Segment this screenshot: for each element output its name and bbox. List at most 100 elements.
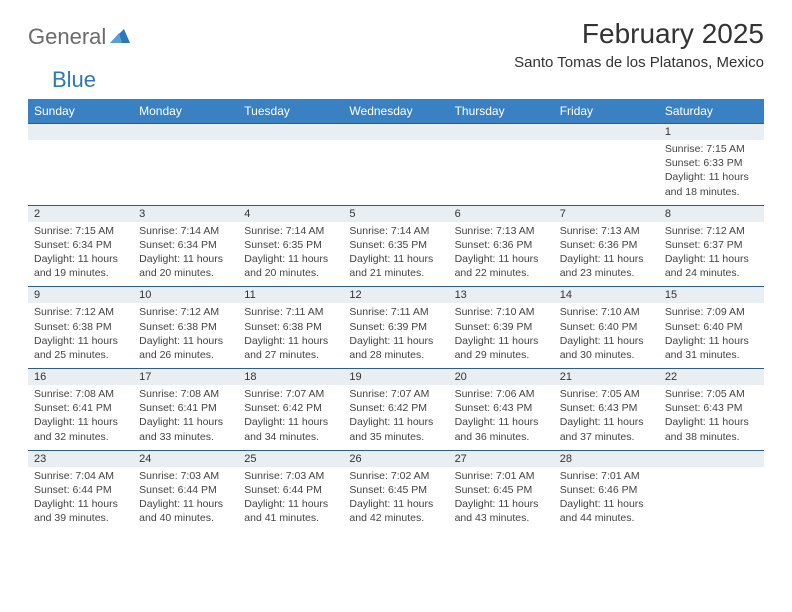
calendar-day-cell [28, 123, 133, 205]
sunrise-text: Sunrise: 7:05 AM [665, 387, 758, 401]
day-detail [659, 469, 764, 475]
day-detail: Sunrise: 7:03 AMSunset: 6:44 PMDaylight:… [238, 469, 343, 532]
day-number: 8 [659, 205, 764, 222]
daylight-text: Daylight: 11 hours and 39 minutes. [34, 497, 127, 525]
day-detail: Sunrise: 7:07 AMSunset: 6:42 PMDaylight:… [238, 387, 343, 450]
daylight-text: Daylight: 11 hours and 42 minutes. [349, 497, 442, 525]
daylight-text: Daylight: 11 hours and 22 minutes. [455, 252, 548, 280]
calendar-day-cell: 26Sunrise: 7:02 AMSunset: 6:45 PMDayligh… [343, 450, 448, 532]
day-number [449, 123, 554, 140]
day-detail: Sunrise: 7:07 AMSunset: 6:42 PMDaylight:… [343, 387, 448, 450]
daylight-text: Daylight: 11 hours and 40 minutes. [139, 497, 232, 525]
calendar-week-row: 9Sunrise: 7:12 AMSunset: 6:38 PMDaylight… [28, 286, 764, 368]
sunset-text: Sunset: 6:41 PM [34, 401, 127, 415]
day-number [28, 123, 133, 140]
calendar-day-cell: 13Sunrise: 7:10 AMSunset: 6:39 PMDayligh… [449, 286, 554, 368]
calendar-day-cell: 5 Sunrise: 7:14 AMSunset: 6:35 PMDaylight… [343, 205, 448, 287]
day-detail [343, 142, 448, 148]
sunset-text: Sunset: 6:37 PM [665, 238, 758, 252]
calendar-week-row: 1Sunrise: 7:15 AMSunset: 6:33 PMDaylight… [28, 123, 764, 205]
calendar-day-cell: 11Sunrise: 7:11 AMSunset: 6:38 PMDayligh… [238, 286, 343, 368]
sunset-text: Sunset: 6:34 PM [34, 238, 127, 252]
calendar-week-row: 2 Sunrise: 7:15 AMSunset: 6:34 PMDaylight… [28, 205, 764, 287]
day-number [554, 123, 659, 140]
calendar-day-cell: 22Sunrise: 7:05 AMSunset: 6:43 PMDayligh… [659, 368, 764, 450]
brand-word-general: General [28, 24, 106, 50]
daylight-text: Daylight: 11 hours and 28 minutes. [349, 334, 442, 362]
sunset-text: Sunset: 6:36 PM [455, 238, 548, 252]
sunset-text: Sunset: 6:42 PM [349, 401, 442, 415]
sunrise-text: Sunrise: 7:12 AM [139, 305, 232, 319]
sunrise-text: Sunrise: 7:10 AM [560, 305, 653, 319]
day-detail: Sunrise: 7:15 AMSunset: 6:34 PMDaylight:… [28, 224, 133, 287]
day-number: 12 [343, 286, 448, 303]
day-detail: Sunrise: 7:11 AMSunset: 6:39 PMDaylight:… [343, 305, 448, 368]
weekday-header: Thursday [449, 99, 554, 123]
day-number: 3 [133, 205, 238, 222]
day-number: 5 [343, 205, 448, 222]
day-number: 21 [554, 368, 659, 385]
day-detail: Sunrise: 7:06 AMSunset: 6:43 PMDaylight:… [449, 387, 554, 450]
day-detail: Sunrise: 7:01 AMSunset: 6:46 PMDaylight:… [554, 469, 659, 532]
sunrise-text: Sunrise: 7:08 AM [34, 387, 127, 401]
calendar-day-cell [343, 123, 448, 205]
sunset-text: Sunset: 6:34 PM [139, 238, 232, 252]
day-number: 26 [343, 450, 448, 467]
daylight-text: Daylight: 11 hours and 25 minutes. [34, 334, 127, 362]
daylight-text: Daylight: 11 hours and 41 minutes. [244, 497, 337, 525]
calendar-day-cell: 17Sunrise: 7:08 AMSunset: 6:41 PMDayligh… [133, 368, 238, 450]
sunrise-text: Sunrise: 7:14 AM [139, 224, 232, 238]
calendar-day-cell: 23Sunrise: 7:04 AMSunset: 6:44 PMDayligh… [28, 450, 133, 532]
day-number: 2 [28, 205, 133, 222]
day-number: 4 [238, 205, 343, 222]
calendar-day-cell [659, 450, 764, 532]
sunrise-text: Sunrise: 7:10 AM [455, 305, 548, 319]
calendar-day-cell [449, 123, 554, 205]
day-detail: Sunrise: 7:10 AMSunset: 6:39 PMDaylight:… [449, 305, 554, 368]
sunrise-text: Sunrise: 7:01 AM [455, 469, 548, 483]
day-number: 16 [28, 368, 133, 385]
calendar-day-cell: 8Sunrise: 7:12 AMSunset: 6:37 PMDaylight… [659, 205, 764, 287]
daylight-text: Daylight: 11 hours and 20 minutes. [244, 252, 337, 280]
calendar-day-cell: 15Sunrise: 7:09 AMSunset: 6:40 PMDayligh… [659, 286, 764, 368]
calendar-day-cell: 19Sunrise: 7:07 AMSunset: 6:42 PMDayligh… [343, 368, 448, 450]
day-number: 7 [554, 205, 659, 222]
day-number: 25 [238, 450, 343, 467]
sunrise-text: Sunrise: 7:15 AM [665, 142, 758, 156]
day-detail: Sunrise: 7:09 AMSunset: 6:40 PMDaylight:… [659, 305, 764, 368]
calendar-day-cell: 24Sunrise: 7:03 AMSunset: 6:44 PMDayligh… [133, 450, 238, 532]
daylight-text: Daylight: 11 hours and 34 minutes. [244, 415, 337, 443]
sunrise-text: Sunrise: 7:05 AM [560, 387, 653, 401]
day-detail [554, 142, 659, 148]
sunrise-text: Sunrise: 7:12 AM [34, 305, 127, 319]
weekday-header: Tuesday [238, 99, 343, 123]
day-number: 9 [28, 286, 133, 303]
sunrise-text: Sunrise: 7:07 AM [349, 387, 442, 401]
day-number: 28 [554, 450, 659, 467]
day-number: 17 [133, 368, 238, 385]
daylight-text: Daylight: 11 hours and 35 minutes. [349, 415, 442, 443]
day-detail: Sunrise: 7:13 AMSunset: 6:36 PMDaylight:… [449, 224, 554, 287]
calendar-day-cell: 12 Sunrise: 7:11 AMSunset: 6:39 PMDayligh… [343, 286, 448, 368]
day-detail: Sunrise: 7:01 AMSunset: 6:45 PMDaylight:… [449, 469, 554, 532]
calendar-day-cell [554, 123, 659, 205]
sunrise-text: Sunrise: 7:14 AM [349, 224, 442, 238]
calendar-day-cell: 14Sunrise: 7:10 AMSunset: 6:40 PMDayligh… [554, 286, 659, 368]
calendar-week-row: 16 Sunrise: 7:08 AMSunset: 6:41 PM Dayligh… [28, 368, 764, 450]
calendar-day-cell: 10Sunrise: 7:12 AMSunset: 6:38 PMDayligh… [133, 286, 238, 368]
weekday-header-row: Sunday Monday Tuesday Wednesday Thursday… [28, 99, 764, 123]
sunset-text: Sunset: 6:44 PM [244, 483, 337, 497]
sunset-text: Sunset: 6:33 PM [665, 156, 758, 170]
day-detail [28, 142, 133, 148]
daylight-text: Daylight: 11 hours and 23 minutes. [560, 252, 653, 280]
sunset-text: Sunset: 6:38 PM [34, 320, 127, 334]
calendar-day-cell: 21Sunrise: 7:05 AMSunset: 6:43 PMDayligh… [554, 368, 659, 450]
day-detail: Sunrise: 7:14 AMSunset: 6:34 PMDaylight:… [133, 224, 238, 287]
day-number: 10 [133, 286, 238, 303]
day-detail: Sunrise: 7:14 AMSunset: 6:35 PMDaylight:… [343, 224, 448, 287]
calendar-day-cell: 20Sunrise: 7:06 AMSunset: 6:43 PMDayligh… [449, 368, 554, 450]
sunset-text: Sunset: 6:43 PM [665, 401, 758, 415]
day-number [238, 123, 343, 140]
sunset-text: Sunset: 6:40 PM [560, 320, 653, 334]
day-detail [133, 142, 238, 148]
